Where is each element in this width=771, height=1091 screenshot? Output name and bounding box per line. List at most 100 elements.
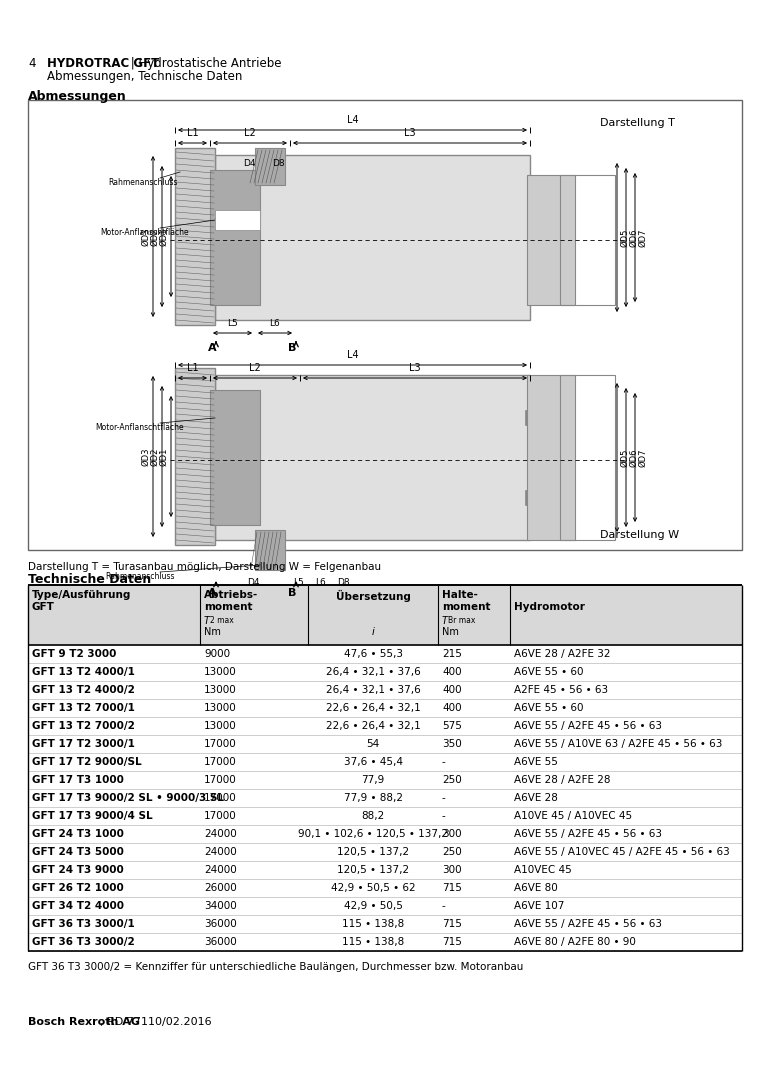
Text: 250: 250 <box>442 847 462 858</box>
Text: A6VE 28 / A2FE 28: A6VE 28 / A2FE 28 <box>514 775 611 786</box>
Text: A6VE 55: A6VE 55 <box>514 757 558 767</box>
Text: A6VE 55 • 60: A6VE 55 • 60 <box>514 667 584 678</box>
Text: 24000: 24000 <box>204 829 237 839</box>
Bar <box>255 530 285 570</box>
Text: L6: L6 <box>315 578 326 587</box>
Bar <box>175 368 215 546</box>
Text: 90,1 • 102,6 • 120,5 • 137,2: 90,1 • 102,6 • 120,5 • 137,2 <box>298 829 448 839</box>
Text: A: A <box>208 343 217 353</box>
Text: 13000: 13000 <box>204 721 237 731</box>
Text: GFT 17 T3 9000/2 SL • 9000/3 SL: GFT 17 T3 9000/2 SL • 9000/3 SL <box>32 793 224 803</box>
Text: GFT 17 T2 9000/SL: GFT 17 T2 9000/SL <box>32 757 142 767</box>
Text: 300: 300 <box>442 865 462 875</box>
Text: T: T <box>442 616 448 626</box>
Text: GFT 13 T2 4000/2: GFT 13 T2 4000/2 <box>32 685 135 695</box>
Text: L4: L4 <box>347 115 359 125</box>
Text: , RD 77110/02.2016: , RD 77110/02.2016 <box>100 1017 211 1027</box>
Text: 17000: 17000 <box>204 757 237 767</box>
Text: L4: L4 <box>347 350 359 360</box>
Text: GFT: GFT <box>32 602 55 612</box>
Text: | Hydrostatische Antriebe: | Hydrostatische Antriebe <box>127 57 281 70</box>
Text: A6VE 55 / A2FE 45 • 56 • 63: A6VE 55 / A2FE 45 • 56 • 63 <box>514 919 662 930</box>
Bar <box>28 100 742 550</box>
Text: 22,6 • 26,4 • 32,1: 22,6 • 26,4 • 32,1 <box>325 703 420 714</box>
Bar <box>28 585 742 645</box>
Text: D8: D8 <box>272 159 284 168</box>
Text: 715: 715 <box>442 883 462 894</box>
Text: ØD1: ØD1 <box>159 227 168 245</box>
Text: A6VE 28: A6VE 28 <box>514 793 558 803</box>
Text: 36000: 36000 <box>204 937 237 947</box>
Text: 17000: 17000 <box>204 793 237 803</box>
Text: i: i <box>372 627 375 637</box>
Bar <box>525 410 545 425</box>
Text: Motor-Anflanschtfläche: Motor-Anflanschtfläche <box>100 228 189 237</box>
Text: ØD6: ØD6 <box>629 228 638 247</box>
Text: Abmessungen: Abmessungen <box>28 89 126 103</box>
Text: 9000: 9000 <box>204 649 230 659</box>
Text: B: B <box>288 588 296 598</box>
Text: L3: L3 <box>409 363 421 373</box>
Text: 77,9: 77,9 <box>362 775 385 786</box>
Text: 715: 715 <box>442 937 462 947</box>
Text: A6VE 107: A6VE 107 <box>514 901 564 911</box>
Text: 77,9 • 88,2: 77,9 • 88,2 <box>344 793 402 803</box>
Text: 42,9 • 50,5 • 62: 42,9 • 50,5 • 62 <box>331 883 416 894</box>
Text: L2: L2 <box>249 363 261 373</box>
Text: 26000: 26000 <box>204 883 237 894</box>
Text: -: - <box>442 901 446 911</box>
Text: ØD5: ØD5 <box>620 228 629 247</box>
Bar <box>255 148 285 185</box>
Bar <box>525 490 545 505</box>
Text: D4: D4 <box>247 578 260 587</box>
Bar <box>560 375 615 540</box>
Text: T: T <box>204 616 210 626</box>
Text: A6VE 55 / A2FE 45 • 56 • 63: A6VE 55 / A2FE 45 • 56 • 63 <box>514 829 662 839</box>
Text: 88,2: 88,2 <box>362 811 385 822</box>
Text: 300: 300 <box>442 829 462 839</box>
Text: 26,4 • 32,1 • 37,6: 26,4 • 32,1 • 37,6 <box>325 685 420 695</box>
Text: 715: 715 <box>442 919 462 930</box>
Text: HYDROTRAC GFT: HYDROTRAC GFT <box>47 57 160 70</box>
Text: Darstellung T: Darstellung T <box>600 118 675 128</box>
Text: GFT 13 T2 7000/2: GFT 13 T2 7000/2 <box>32 721 135 731</box>
Text: 47,6 • 55,3: 47,6 • 55,3 <box>344 649 402 659</box>
Bar <box>215 155 530 320</box>
Text: GFT 24 T3 1000: GFT 24 T3 1000 <box>32 829 124 839</box>
Text: 24000: 24000 <box>204 847 237 858</box>
Text: ØD5: ØD5 <box>620 448 629 467</box>
Text: moment: moment <box>204 602 252 612</box>
Text: GFT 13 T2 7000/1: GFT 13 T2 7000/1 <box>32 703 135 714</box>
Text: ØD2: ØD2 <box>150 447 159 466</box>
Text: D4: D4 <box>243 159 255 168</box>
Text: 17000: 17000 <box>204 739 237 750</box>
Text: GFT 17 T3 9000/4 SL: GFT 17 T3 9000/4 SL <box>32 811 153 822</box>
Text: 24000: 24000 <box>204 865 237 875</box>
Text: GFT 24 T3 9000: GFT 24 T3 9000 <box>32 865 124 875</box>
Text: ØD6: ØD6 <box>629 448 638 467</box>
Text: A6VE 55 / A10VEC 45 / A2FE 45 • 56 • 63: A6VE 55 / A10VEC 45 / A2FE 45 • 56 • 63 <box>514 847 729 858</box>
Text: A6VE 28 / A2FE 32: A6VE 28 / A2FE 32 <box>514 649 611 659</box>
Text: Bosch Rexroth AG: Bosch Rexroth AG <box>28 1017 140 1027</box>
Text: -: - <box>442 811 446 822</box>
Text: 42,9 • 50,5: 42,9 • 50,5 <box>344 901 402 911</box>
Text: Übersetzung: Übersetzung <box>335 590 410 602</box>
Text: A: A <box>208 588 217 598</box>
Text: 26,4 • 32,1 • 37,6: 26,4 • 32,1 • 37,6 <box>325 667 420 678</box>
Text: 400: 400 <box>442 667 462 678</box>
Text: Nm: Nm <box>442 627 459 637</box>
Bar <box>210 389 260 525</box>
Text: 250: 250 <box>442 775 462 786</box>
Text: Halte-: Halte- <box>442 590 478 600</box>
Text: ØD3: ØD3 <box>141 447 150 466</box>
Text: Abmessungen, Technische Daten: Abmessungen, Technische Daten <box>47 70 242 83</box>
Text: GFT 26 T2 1000: GFT 26 T2 1000 <box>32 883 124 894</box>
Text: L6: L6 <box>270 319 281 328</box>
Text: Rahmenanschluss: Rahmenanschluss <box>105 572 174 582</box>
Text: 22,6 • 26,4 • 32,1: 22,6 • 26,4 • 32,1 <box>325 721 420 731</box>
Text: GFT 36 T3 3000/1: GFT 36 T3 3000/1 <box>32 919 135 930</box>
Text: 13000: 13000 <box>204 703 237 714</box>
Text: 37,6 • 45,4: 37,6 • 45,4 <box>344 757 402 767</box>
Text: A6VE 80 / A2FE 80 • 90: A6VE 80 / A2FE 80 • 90 <box>514 937 636 947</box>
Text: A2FE 45 • 56 • 63: A2FE 45 • 56 • 63 <box>514 685 608 695</box>
